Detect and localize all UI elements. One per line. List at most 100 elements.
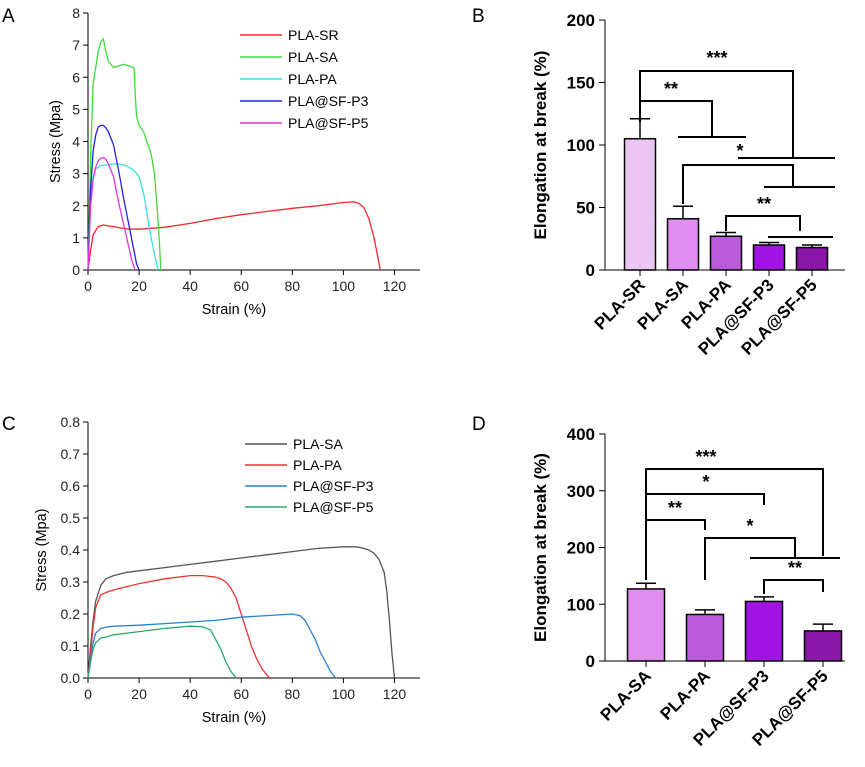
y-tick-label: 50	[576, 199, 595, 218]
y-axis-label: Elongation at break (%)	[531, 453, 550, 642]
y-tick-label: 0.8	[61, 414, 81, 430]
significance-label: *	[702, 472, 709, 492]
significance-label: ***	[706, 48, 727, 68]
y-tick-label: 0.4	[61, 542, 81, 558]
bar-pla-sr	[623, 138, 657, 271]
legend-label: PLA@SF-P3	[293, 478, 374, 494]
significance-label: **	[788, 558, 802, 578]
y-tick-label: 1	[72, 230, 80, 246]
x-tick-label: 60	[233, 686, 249, 702]
y-tick-label: 200	[567, 11, 595, 30]
legend-label: PLA@SF-P5	[288, 115, 369, 131]
panel-label-b: B	[472, 6, 485, 27]
x-tick-label: 60	[233, 278, 249, 294]
significance-bracket	[704, 537, 796, 580]
x-tick-label: PLA-PA	[657, 666, 714, 723]
y-tick-label: 0.3	[61, 574, 81, 590]
y-tick-label: 0	[586, 652, 595, 671]
significance-bracket	[639, 70, 794, 158]
legend-label: PLA-SA	[293, 436, 343, 452]
x-tick-label: 80	[285, 686, 301, 702]
legend-label: PLA@SF-P3	[288, 93, 369, 109]
y-tick-label: 100	[567, 136, 595, 155]
y-tick-label: 0.1	[61, 638, 81, 654]
y-tick-label: 8	[72, 5, 80, 21]
x-tick-label: 40	[182, 278, 198, 294]
panel-d-bar-chart: 0 100 200 300 400 Elongation at break (%) PLA-…	[531, 425, 845, 750]
x-tick-label: 100	[332, 686, 356, 702]
significance-label: **	[668, 498, 682, 518]
series-line-pla-pa	[87, 574, 270, 679]
significance-bracket	[725, 215, 801, 231]
x-axis-label: Strain (%)	[202, 302, 266, 318]
significance-bracket	[682, 164, 794, 204]
y-tick-label: 2	[72, 198, 80, 214]
x-tick-label: 80	[285, 278, 301, 294]
x-tick-label: 120	[383, 686, 407, 702]
y-tick-label: 400	[567, 425, 595, 444]
y-tick-label: 0	[586, 261, 595, 280]
y-tick-label: 3	[72, 166, 80, 182]
y-tick-label: 0.7	[61, 446, 81, 462]
legend-label: PLA-SA	[288, 49, 338, 65]
y-tick-label: 300	[567, 482, 595, 501]
y-tick-label: 150	[567, 74, 595, 93]
significance-label: *	[746, 516, 753, 536]
bar-pla-sf-p5	[803, 630, 843, 662]
bar-pla-pa	[685, 613, 725, 662]
x-tick-label: 0	[84, 278, 92, 294]
y-tick-label: 0.2	[61, 606, 81, 622]
legend-label: PLA@SF-P5	[293, 499, 374, 515]
panel-label-c: C	[2, 414, 16, 435]
series-line-pla-pa	[87, 163, 159, 271]
y-tick-label: 5	[72, 101, 80, 117]
y-tick-label: 100	[567, 595, 595, 614]
series-line-pla-sa	[87, 38, 162, 271]
x-tick-label: 20	[131, 278, 147, 294]
bar-pla-sa	[666, 218, 700, 271]
panel-c-line-chart: 0.0 0.1 0.2 0.3 0.4 0.5 0.6 0.7 0.8 0 20 40 60 80 100 1…	[34, 414, 420, 726]
y-tick-label: 0.5	[61, 510, 81, 526]
bar-pla-sf-p3	[744, 600, 784, 662]
legend-label: PLA-SR	[288, 27, 339, 43]
x-tick-label: 120	[383, 278, 407, 294]
x-axis-label: Strain (%)	[202, 710, 266, 726]
series-line-pla-sf-p3	[87, 124, 140, 271]
significance-bracket	[639, 100, 713, 137]
series-line-pla-sf-p5	[87, 625, 237, 679]
legend-label: PLA-PA	[293, 457, 342, 473]
series-line-pla-sa	[87, 546, 396, 679]
significance-label: **	[757, 194, 771, 214]
series-line-pla-sr	[87, 201, 382, 271]
series-line-pla-sf-p3	[87, 613, 337, 679]
panel-label-d: D	[472, 414, 486, 435]
y-tick-label: 0.6	[61, 478, 81, 494]
y-axis-label: Elongation at break (%)	[531, 51, 550, 240]
significance-bracket	[645, 519, 706, 580]
bar-pla-sf-p5	[795, 246, 829, 271]
y-tick-label: 0.0	[61, 670, 81, 686]
bar-pla-sa	[626, 588, 666, 662]
y-tick-label: 0	[72, 262, 80, 278]
y-axis-label: Stress (Mpa)	[48, 100, 64, 183]
significance-label: ***	[695, 447, 716, 467]
x-tick-label: 40	[182, 686, 198, 702]
x-tick-label: 100	[332, 278, 356, 294]
bar-pla-sf-p3	[752, 244, 786, 271]
significance-bracket	[763, 579, 824, 594]
y-tick-label: 6	[72, 69, 80, 85]
series-line-pla-sf-p5	[87, 156, 136, 271]
y-tick-label: 200	[567, 539, 595, 558]
y-tick-label: 4	[72, 134, 80, 150]
bar-pla-pa	[709, 235, 743, 271]
significance-label: *	[736, 141, 743, 161]
y-tick-label: 7	[72, 37, 80, 53]
legend-label: PLA-PA	[288, 71, 337, 87]
x-tick-label: PLA-SA	[597, 666, 655, 724]
x-tick-label: 20	[131, 686, 147, 702]
panel-label-a: A	[2, 6, 15, 27]
x-tick-label: 0	[84, 686, 92, 702]
